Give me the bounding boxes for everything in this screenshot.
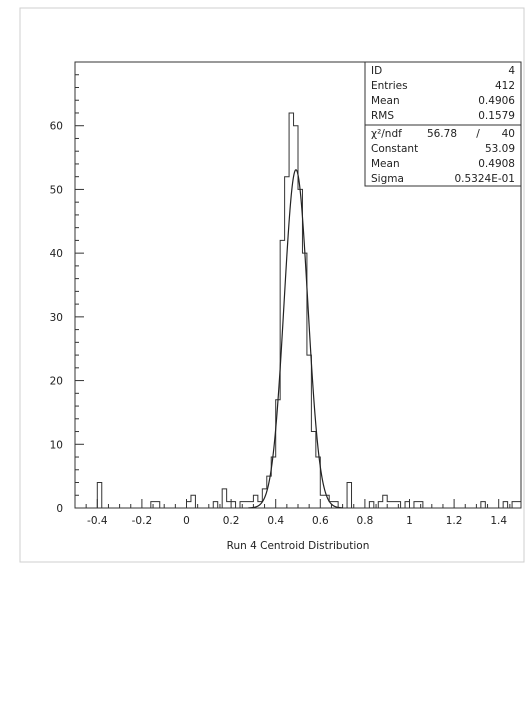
- y-tick-label: 20: [50, 376, 63, 388]
- x-tick-label: 1.2: [446, 515, 463, 527]
- stats-label: Entries: [371, 80, 408, 92]
- stats-fit-value: 0.5324E-01: [454, 173, 515, 185]
- x-tick-label: 0.6: [312, 515, 329, 527]
- x-tick-label: 0.2: [223, 515, 240, 527]
- stats-fit-label: Mean: [371, 158, 400, 170]
- y-tick-label: 30: [50, 312, 63, 324]
- stats-label: RMS: [371, 110, 394, 122]
- x-tick-label: 0: [183, 515, 190, 527]
- x-axis-label: Run 4 Centroid Distribution: [227, 540, 370, 552]
- canvas-frame: [19, 7, 525, 563]
- stats-label: Mean: [371, 95, 400, 107]
- stats-value: 412: [495, 80, 515, 92]
- stats-chi2-value: 56.78: [427, 128, 457, 140]
- stats-chi2-row: χ²/ndf 56.78 / 40: [371, 128, 515, 140]
- y-axis: 0 10 20 30 40 50 60: [50, 74, 84, 515]
- stats-chi2-ndf: 40: [502, 128, 515, 140]
- y-tick-label: 10: [50, 439, 63, 451]
- x-tick-label: 0.4: [267, 515, 284, 527]
- stats-fit-label: Sigma: [371, 173, 404, 185]
- stats-fit-value: 53.09: [485, 143, 515, 155]
- stats-label: ID: [371, 65, 382, 77]
- stats-value: 4: [508, 65, 515, 77]
- x-axis: -0.4 -0.2 0 0.2 0.4 0.6 0.8 1 1.2 1.4: [74, 499, 522, 527]
- x-tick-label: 1.4: [490, 515, 507, 527]
- y-tick-label: 0: [56, 503, 63, 515]
- stats-box: ID 4 Entries 412 Mean 0.4906 RMS 0.1579 χ²/ndf …: [364, 61, 522, 187]
- y-tick-label: 60: [50, 121, 63, 133]
- stats-value: 0.4906: [478, 95, 515, 107]
- gaussian-fit-curve: [248, 169, 344, 509]
- y-tick-label: 40: [50, 248, 63, 260]
- stats-value: 0.1579: [478, 110, 515, 122]
- stats-fit-label: Constant: [371, 143, 418, 155]
- x-tick-label: 0.8: [357, 515, 374, 527]
- stats-chi2-sep: /: [476, 128, 480, 140]
- stats-chi2-label: χ²/ndf: [371, 128, 402, 140]
- stats-fit-value: 0.4908: [478, 158, 515, 170]
- x-tick-label: -0.2: [132, 515, 153, 527]
- y-tick-label: 50: [50, 184, 63, 196]
- x-tick-label: -0.4: [87, 515, 108, 527]
- x-tick-label: 1: [406, 515, 413, 527]
